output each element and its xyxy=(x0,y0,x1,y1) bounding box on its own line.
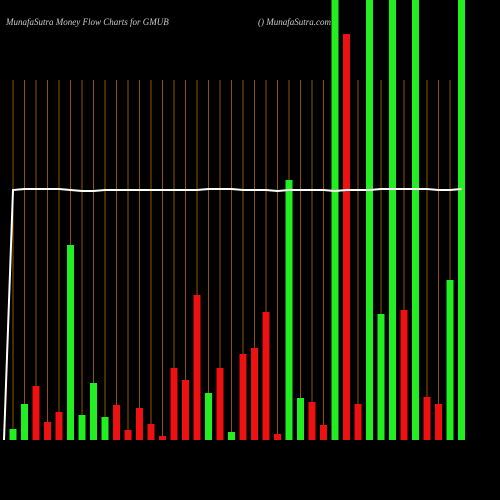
bar xyxy=(297,398,304,440)
bar xyxy=(193,295,201,440)
bar xyxy=(446,280,454,440)
bar xyxy=(320,425,327,440)
bar xyxy=(331,0,339,440)
bar xyxy=(216,368,224,440)
bar xyxy=(239,354,247,440)
bar xyxy=(423,397,431,440)
bar xyxy=(67,245,74,440)
bar xyxy=(182,380,189,440)
bar xyxy=(113,405,120,440)
bar xyxy=(78,415,86,440)
bar xyxy=(136,408,143,440)
bar xyxy=(55,412,63,440)
bar xyxy=(412,0,419,440)
bar xyxy=(343,34,350,440)
bar xyxy=(205,393,212,440)
bar xyxy=(228,432,235,440)
bar xyxy=(32,386,40,440)
bar xyxy=(285,180,293,440)
bar xyxy=(354,404,362,440)
bar xyxy=(124,430,132,440)
bar xyxy=(400,310,408,440)
bar xyxy=(170,368,178,440)
bar xyxy=(389,0,396,440)
bar xyxy=(377,314,385,440)
bar xyxy=(147,424,155,440)
bar xyxy=(308,402,316,440)
bar xyxy=(159,436,166,440)
money-flow-line xyxy=(3,188,462,441)
bar xyxy=(251,348,258,440)
bar xyxy=(458,0,465,440)
bar xyxy=(262,312,270,440)
bar xyxy=(21,404,28,440)
bar xyxy=(9,429,17,440)
bar xyxy=(44,422,51,440)
chart-title: MunafaSutra Money Flow Charts for GMUB xyxy=(5,17,169,27)
chart-subtitle: () MunafaSutra.com xyxy=(258,17,331,27)
bar xyxy=(101,417,109,440)
bar xyxy=(435,404,442,440)
bar xyxy=(274,434,281,440)
bar xyxy=(366,0,373,440)
bar xyxy=(90,383,97,440)
